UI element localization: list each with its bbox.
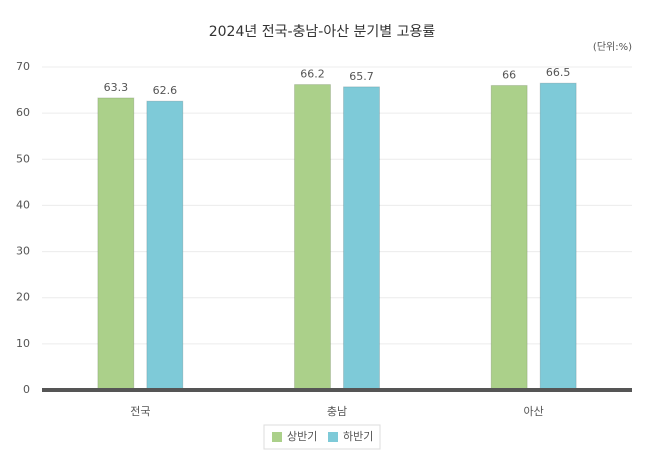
x-tick-label: 전국 [130, 405, 150, 418]
y-tick-label: 60 [16, 106, 30, 119]
value-label: 66.5 [546, 66, 571, 79]
legend-swatch [272, 432, 282, 442]
grid [42, 66, 632, 391]
legend-swatch [328, 432, 338, 442]
chart-title: 2024년 전국-충남-아산 분기별 고용률 [209, 24, 436, 40]
value-label: 65.7 [349, 70, 374, 83]
bar [343, 86, 380, 391]
legend-frame [263, 424, 381, 450]
bar [294, 84, 331, 391]
value-label: 62.6 [153, 84, 178, 97]
x-tick-label: 아산 [524, 405, 544, 418]
y-tick-label: 70 [16, 60, 30, 73]
y-tick-label: 0 [23, 383, 30, 396]
y-tick-label: 30 [16, 245, 30, 258]
bar [146, 100, 184, 391]
bar [539, 82, 577, 391]
bar [97, 97, 135, 391]
y-tick-label: 10 [16, 337, 30, 350]
value-label: 66.2 [300, 68, 325, 81]
value-label: 63.3 [104, 81, 129, 94]
x-tick-label: 충남 [327, 405, 347, 418]
bar [490, 84, 528, 391]
legend-label: 상반기 [287, 430, 317, 443]
y-tick-label: 40 [16, 198, 30, 211]
legend-label: 하반기 [343, 429, 373, 443]
value-label: 66 [502, 68, 516, 81]
unit-label: (단위:%) [593, 40, 632, 53]
marks [97, 82, 577, 391]
y-tick-label: 20 [16, 291, 30, 304]
y-tick-label: 50 [16, 152, 30, 165]
